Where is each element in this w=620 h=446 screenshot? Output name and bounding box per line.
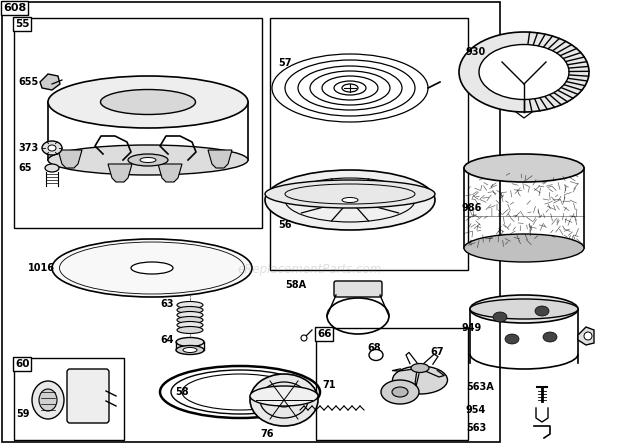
Bar [2,2,500,442]
Polygon shape [578,327,594,345]
Circle shape [584,332,592,340]
Ellipse shape [48,145,56,151]
Ellipse shape [342,198,358,202]
Polygon shape [108,164,132,182]
Ellipse shape [52,239,252,297]
Ellipse shape [479,45,569,99]
Ellipse shape [100,90,195,115]
Ellipse shape [177,322,203,329]
Ellipse shape [369,350,383,360]
Ellipse shape [177,306,203,314]
Ellipse shape [177,311,203,318]
Ellipse shape [39,389,57,411]
Ellipse shape [493,312,507,322]
Ellipse shape [470,299,578,319]
Text: 63: 63 [160,299,174,309]
Ellipse shape [177,301,203,309]
Text: 76: 76 [260,429,273,439]
Bar [316,328,468,440]
Ellipse shape [250,374,318,426]
Text: 59: 59 [16,409,30,419]
Ellipse shape [48,145,248,175]
Ellipse shape [177,317,203,323]
Ellipse shape [131,262,173,274]
Ellipse shape [332,194,368,206]
Text: 57: 57 [278,58,291,68]
Ellipse shape [48,76,248,128]
Ellipse shape [177,326,203,334]
Text: 655: 655 [18,77,38,87]
Ellipse shape [392,366,448,394]
Text: 64: 64 [160,335,174,345]
Text: 56: 56 [278,220,291,230]
Ellipse shape [464,154,584,182]
Polygon shape [58,150,82,168]
Text: 563: 563 [466,423,486,433]
Ellipse shape [42,141,62,155]
Ellipse shape [464,234,584,262]
Text: 58: 58 [175,387,188,397]
Ellipse shape [140,157,156,162]
Text: 70: 70 [382,385,396,395]
Text: 986: 986 [462,203,482,213]
Text: 1016: 1016 [28,263,55,273]
Ellipse shape [459,32,589,112]
Ellipse shape [265,170,435,230]
Text: 563A: 563A [466,382,494,392]
Circle shape [301,335,307,341]
Text: 67: 67 [430,347,443,357]
Text: 949: 949 [462,323,482,333]
Text: 60: 60 [15,359,30,369]
Ellipse shape [176,346,204,355]
Text: 373: 373 [18,143,38,153]
Ellipse shape [32,381,64,419]
Text: 66: 66 [317,329,332,339]
Ellipse shape [176,338,204,347]
Ellipse shape [128,154,168,166]
FancyBboxPatch shape [67,369,109,423]
Bar [14,18,262,228]
FancyBboxPatch shape [334,281,382,297]
Ellipse shape [411,363,429,372]
Ellipse shape [250,386,318,406]
Text: eReplacementParts.com: eReplacementParts.com [238,264,382,277]
Ellipse shape [274,393,294,407]
Text: 930: 930 [466,47,486,57]
Bar [14,358,124,440]
Ellipse shape [183,347,197,352]
Text: 55: 55 [15,19,30,29]
Text: 68: 68 [367,343,381,353]
Polygon shape [208,150,232,168]
Ellipse shape [45,164,59,172]
Polygon shape [40,74,60,90]
Bar [270,18,468,270]
Text: 65: 65 [18,163,32,173]
Ellipse shape [265,180,435,208]
Ellipse shape [392,387,408,397]
Polygon shape [158,164,182,182]
Ellipse shape [381,380,419,404]
Ellipse shape [470,295,578,323]
Text: 954: 954 [466,405,486,415]
Ellipse shape [535,306,549,316]
Text: 608: 608 [3,3,26,13]
Ellipse shape [543,332,557,342]
Text: 58A: 58A [285,280,306,290]
Ellipse shape [505,334,519,344]
Text: 71: 71 [322,380,335,390]
